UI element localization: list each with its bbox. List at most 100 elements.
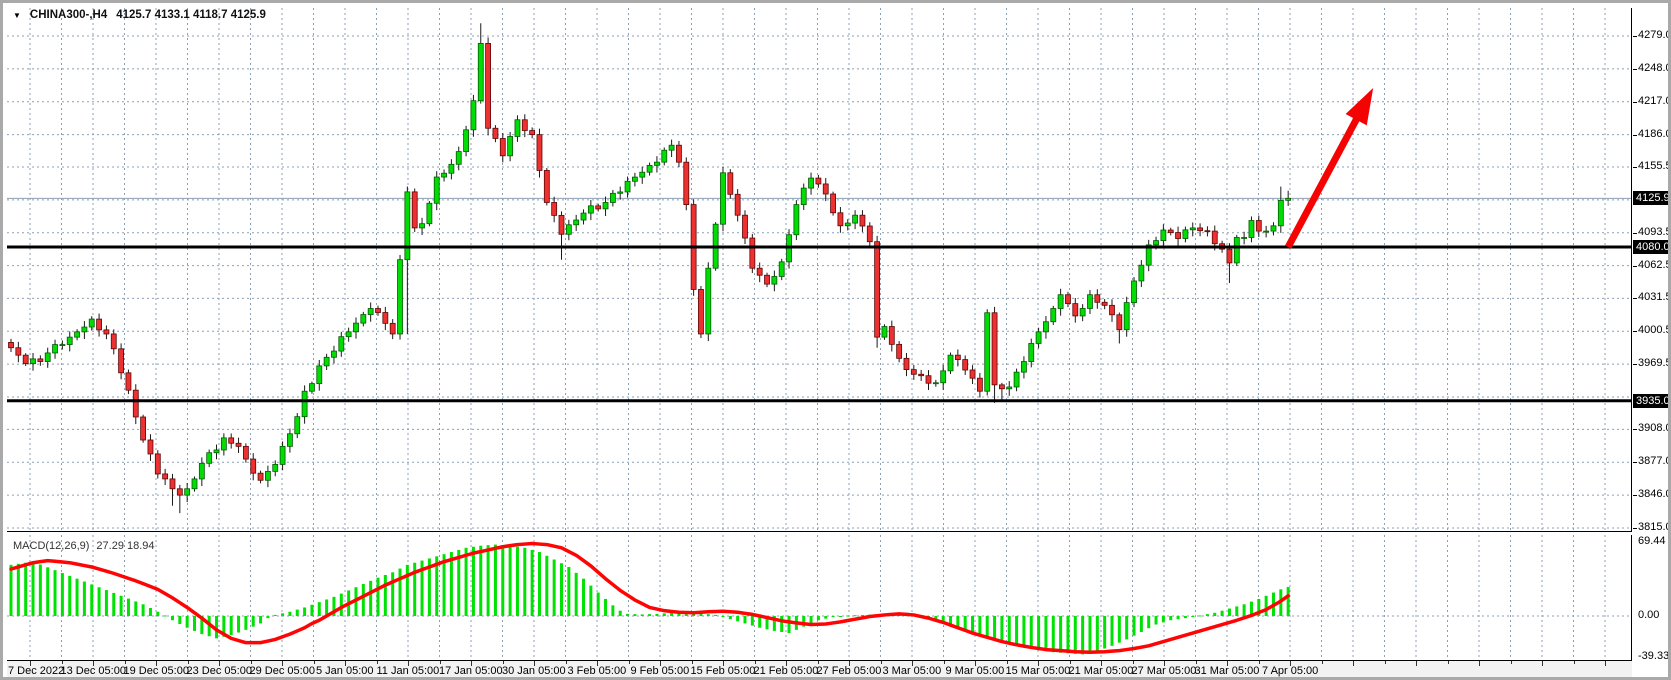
level-price-badge: 4080.0 <box>1633 240 1668 254</box>
macd-histogram-bar <box>295 609 299 616</box>
macd-histogram-bar <box>523 547 527 616</box>
macd-histogram-bar <box>1198 615 1202 617</box>
candle-up <box>565 224 572 235</box>
candlestick-chart-canvas[interactable] <box>7 8 1631 531</box>
macd-histogram-bar <box>471 546 475 616</box>
candle-down <box>382 312 389 324</box>
candle-up <box>507 136 514 157</box>
price-axis-label: 4031.5 <box>1638 291 1671 304</box>
level-price-badge: 3935.0 <box>1633 393 1668 408</box>
macd-chart-canvas[interactable] <box>7 535 1631 660</box>
candle-down <box>866 225 873 243</box>
chart-title: ▼ CHINA300-,H4 4125.7 4133.1 4118.7 4125… <box>13 9 266 21</box>
candle-down <box>954 354 961 360</box>
macd-histogram-bar <box>16 563 20 616</box>
macd-histogram-bar <box>317 602 321 616</box>
macd-histogram-bar <box>339 593 343 616</box>
macd-histogram-bar <box>303 607 307 616</box>
symbol-dropdown-icon[interactable]: ▼ <box>13 10 21 20</box>
candle-up <box>470 100 477 131</box>
time-axis-tick <box>1038 661 1039 666</box>
time-axis-label: 27 Feb 05:00 <box>816 665 882 677</box>
macd-histogram-bar <box>750 616 754 626</box>
macd-histogram-bar <box>1103 616 1107 649</box>
price-axis-tick <box>1633 462 1637 464</box>
candle-down <box>595 205 602 210</box>
macd-histogram-bar <box>560 563 563 616</box>
macd-histogram-bar <box>706 614 710 616</box>
candle-down <box>162 473 169 480</box>
time-axis-tick <box>250 661 252 664</box>
macd-histogram-bar <box>325 599 329 616</box>
candle-up <box>367 308 374 315</box>
price-axis-label: 4062.5 <box>1638 258 1671 271</box>
time-axis-tick <box>943 661 945 664</box>
candle-down <box>734 193 741 216</box>
macd-histogram-bar <box>310 604 314 616</box>
price-axis-tick <box>1633 429 1637 431</box>
candle-up <box>1153 240 1159 246</box>
candle-down <box>499 138 506 157</box>
candle-up <box>1123 302 1130 331</box>
macd-histogram-bar <box>1205 614 1209 616</box>
candle-down <box>242 445 249 460</box>
price-axis-tick <box>1633 495 1637 497</box>
macd-histogram-bar <box>1213 612 1217 616</box>
time-axis-tick <box>1542 661 1543 666</box>
candle-up <box>397 259 403 335</box>
candle-up <box>206 452 213 464</box>
macd-histogram-bar <box>46 567 50 616</box>
price-axis-label: 4248.0 <box>1638 61 1671 74</box>
candle-up <box>778 261 785 277</box>
macd-histogram-bar <box>288 611 292 616</box>
price-axis-label: 3815.0 <box>1638 521 1671 533</box>
candle-up <box>1160 229 1167 241</box>
candle-up <box>264 470 271 481</box>
candlestick-series[interactable] <box>8 23 1292 514</box>
macd-histogram-bar <box>1088 616 1092 653</box>
candle-up <box>331 350 337 358</box>
time-axis-tick <box>345 661 346 666</box>
time-axis-label: 7 Dec 2022 <box>8 665 65 677</box>
candle-up <box>66 336 73 345</box>
macd-histogram-bar <box>662 613 666 616</box>
candle-up <box>404 191 411 261</box>
macd-histogram-bar <box>721 616 725 618</box>
macd-histogram-bar <box>743 616 747 624</box>
macd-histogram-bar <box>376 577 380 616</box>
macd-histogram-bar <box>163 615 167 617</box>
macd-signal-line <box>9 541 1290 654</box>
macd-histogram-bar <box>112 592 116 616</box>
candle-down <box>1175 232 1181 239</box>
candle-up <box>294 416 301 435</box>
time-axis-label: 3 Feb 05:00 <box>567 665 627 677</box>
macd-histogram-bar <box>383 574 387 616</box>
macd-histogram-bar <box>449 552 453 616</box>
macd-indicator-panel[interactable] <box>7 535 1632 661</box>
candle-up <box>477 43 484 102</box>
candle-down <box>1204 230 1211 233</box>
candle-up <box>1138 264 1145 282</box>
candle-down <box>1116 314 1123 331</box>
candle-up <box>1241 237 1248 239</box>
macd-histogram-bar <box>648 614 652 616</box>
trend-arrow[interactable] <box>1285 87 1374 249</box>
macd-histogram-bar <box>1044 616 1048 652</box>
candle-up <box>668 144 675 151</box>
main-chart-area[interactable] <box>7 8 1632 531</box>
macd-histogram-bar <box>90 584 94 616</box>
macd-histogram-bar <box>1125 616 1129 640</box>
macd-histogram-bar <box>787 616 791 634</box>
candle-down <box>910 369 917 375</box>
macd-histogram-bar <box>1257 598 1261 616</box>
candle-down <box>485 43 492 129</box>
macd-histogram-bar <box>53 570 57 616</box>
candle-down <box>257 472 264 481</box>
price-axis[interactable]: 4279.0 4248.0 4217.0 4186.0 4155.5 4093.5 4062… <box>1633 3 1671 677</box>
time-axis-tick <box>219 661 220 666</box>
candle-down <box>1255 220 1262 232</box>
price-axis-label: 3908.0 <box>1638 422 1671 435</box>
time-axis[interactable]: 7 Dec 2022 13 Dec 05:00 19 Dec 05:00 23 Dec… <box>7 661 1632 677</box>
candle-down <box>529 130 536 136</box>
